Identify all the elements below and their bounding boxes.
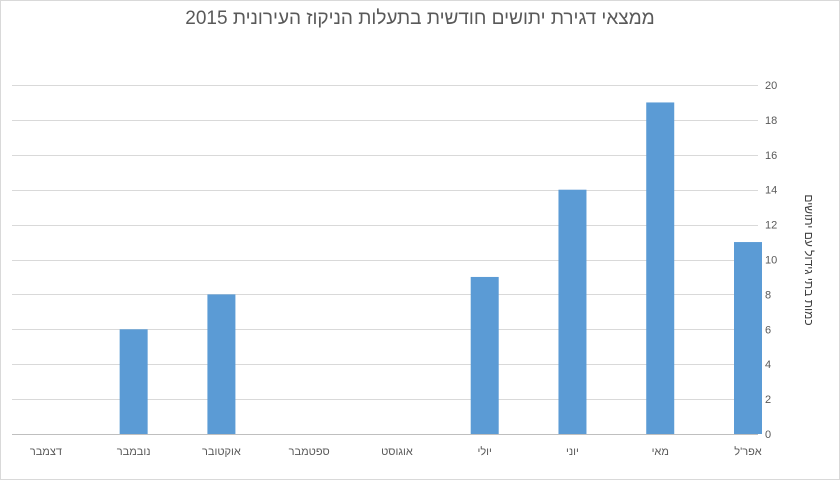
bar — [207, 294, 236, 434]
y-tick-label: 0 — [765, 429, 771, 441]
y-tick-label: 2 — [765, 394, 771, 406]
x-category-label: דצמבר — [30, 446, 62, 458]
x-category-label: נובמבר — [117, 446, 151, 458]
y-tick-label: 18 — [765, 115, 777, 127]
y-tick-label: 14 — [765, 185, 777, 197]
y-tick-label: 16 — [765, 150, 777, 162]
bar — [646, 102, 675, 434]
gridlines — [12, 85, 758, 435]
bar-series — [119, 102, 762, 434]
y-tick-label: 12 — [765, 220, 777, 232]
bar — [470, 276, 499, 434]
x-category-label: ספטמבר — [289, 446, 330, 458]
x-category-label: אוקטובר — [202, 446, 241, 458]
y-tick-label: 20 — [765, 80, 777, 92]
y-axis-label: כמות בתי גידול עם יתושים — [802, 194, 816, 325]
y-axis-ticks: 0 2 4 6 8 10 12 14 16 18 20 — [765, 80, 777, 441]
y-tick-label: 8 — [765, 289, 771, 301]
bar — [119, 329, 148, 434]
x-axis-categories: אפר'ל מאי יוני יולי אוגוסט ספטמבר אוקטובר נובמב… — [30, 445, 762, 458]
bar — [734, 242, 762, 434]
x-category-label: אוגוסט — [381, 446, 413, 458]
chart-title: ממצאי דגירת יתושים חודשית בתעלות הניקוז … — [185, 8, 655, 29]
x-category-label: יוני — [566, 446, 579, 458]
y-tick-label: 10 — [765, 255, 777, 267]
x-category-label: יולי — [478, 445, 492, 458]
y-tick-label: 6 — [765, 324, 771, 336]
bar — [558, 189, 587, 434]
y-tick-label: 4 — [765, 359, 771, 371]
x-category-label: מאי — [652, 446, 669, 458]
x-category-label: אפר'ל — [734, 445, 762, 458]
